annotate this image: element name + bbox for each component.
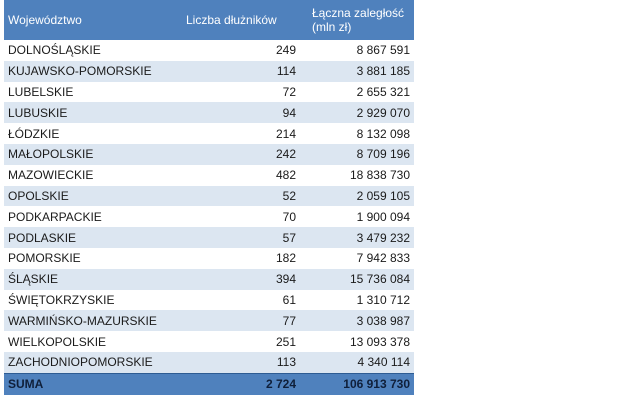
cell-debt: 18 838 730 bbox=[349, 168, 410, 183]
table-row: ŚWIĘTOKRZYSKIE 61 1 310 712 bbox=[4, 290, 414, 311]
cell-region: SUMA bbox=[4, 372, 182, 395]
cell-debt: 1 310 712 bbox=[356, 292, 410, 307]
cell-debt: 3 881 185 bbox=[300, 60, 414, 82]
header-region: Województwo bbox=[4, 0, 182, 40]
cell-debtors: 52 bbox=[182, 185, 300, 207]
cell-region: ZACHODNIOPOMORSKIE bbox=[4, 351, 182, 374]
cell-debt: 7 942 833 bbox=[356, 251, 410, 266]
cell-region: LUBUSKIE bbox=[4, 102, 182, 124]
cell-debtors: 214 bbox=[275, 126, 296, 141]
table-row: ZACHODNIOPOMORSKIE 113 4 340 114 bbox=[4, 351, 414, 374]
cell-debt: 4 340 114 bbox=[300, 351, 414, 374]
cell-debt: 3 479 232 bbox=[300, 227, 414, 248]
table-row: POMORSKIE 182 7 942 833 bbox=[4, 248, 414, 269]
table-row: DOLNOŚLĄSKIE 249 8 867 591 bbox=[4, 40, 414, 61]
cell-debtors: 57 bbox=[182, 227, 300, 248]
header-debt: Łączna zaległość (mln zł) bbox=[300, 0, 414, 40]
cell-debt: 2 059 105 bbox=[300, 185, 414, 207]
cell-region: WARMIŃSKO-MAZURSKIE bbox=[4, 310, 182, 332]
cell-debtors: 242 bbox=[182, 143, 300, 165]
cell-debt: 8 132 098 bbox=[356, 126, 410, 141]
table-row: MAZOWIECKIE 482 18 838 730 bbox=[4, 165, 414, 186]
cell-debtors: 72 bbox=[282, 84, 296, 99]
cell-debtors: 77 bbox=[182, 310, 300, 332]
cell-region: MAŁOPOLSKIE bbox=[4, 143, 182, 165]
header-debtors: Liczba dłużników bbox=[182, 0, 300, 40]
table-row: PODLASKIE 57 3 479 232 bbox=[4, 227, 414, 248]
cell-debtors: 94 bbox=[182, 102, 300, 124]
table-row: ŁÓDZKIE 214 8 132 098 bbox=[4, 123, 414, 144]
debt-table: Województwo Liczba dłużników Łączna zale… bbox=[4, 0, 414, 395]
cell-region: KUJAWSKO-POMORSKIE bbox=[4, 60, 182, 82]
cell-region: LUBELSKIE bbox=[8, 84, 74, 99]
cell-region: ŚLĄSKIE bbox=[4, 268, 182, 290]
cell-debtors: 249 bbox=[275, 43, 296, 58]
cell-debtors: 61 bbox=[282, 292, 296, 307]
table-row: PODKARPACKIE 70 1 900 094 bbox=[4, 206, 414, 227]
cell-debt: 2 929 070 bbox=[300, 102, 414, 124]
cell-debtors: 114 bbox=[182, 60, 300, 82]
cell-debt: 8 867 591 bbox=[356, 43, 410, 58]
table-row: OPOLSKIE 52 2 059 105 bbox=[4, 185, 414, 207]
cell-debtors: 2 724 bbox=[182, 372, 300, 395]
table-row: LUBELSKIE 72 2 655 321 bbox=[4, 82, 414, 103]
cell-region: ŁÓDZKIE bbox=[8, 126, 60, 141]
cell-region: WIELKOPOLSKIE bbox=[8, 334, 107, 349]
cell-region: MAZOWIECKIE bbox=[8, 168, 94, 183]
cell-debtors: 113 bbox=[182, 351, 300, 374]
table-row: LUBUSKIE 94 2 929 070 bbox=[4, 102, 414, 124]
table-row: MAŁOPOLSKIE 242 8 709 196 bbox=[4, 143, 414, 165]
total-row: SUMA 2 724 106 913 730 bbox=[4, 372, 414, 395]
cell-debtors: 482 bbox=[275, 168, 296, 183]
cell-region: DOLNOŚLĄSKIE bbox=[8, 43, 101, 58]
table-row: WIELKOPOLSKIE 251 13 093 378 bbox=[4, 331, 414, 352]
cell-debt: 8 709 196 bbox=[300, 143, 414, 165]
table-row: KUJAWSKO-POMORSKIE 114 3 881 185 bbox=[4, 60, 414, 82]
cell-debt: 106 913 730 bbox=[300, 372, 414, 395]
header-row: Województwo Liczba dłużników Łączna zale… bbox=[4, 0, 414, 40]
cell-debt: 2 655 321 bbox=[356, 84, 410, 99]
cell-debt: 1 900 094 bbox=[356, 209, 410, 224]
cell-region: PODKARPACKIE bbox=[8, 209, 102, 224]
table-row: ŚLĄSKIE 394 15 736 084 bbox=[4, 268, 414, 290]
cell-region: PODLASKIE bbox=[4, 227, 182, 248]
cell-debt: 3 038 987 bbox=[300, 310, 414, 332]
cell-debtors: 251 bbox=[275, 334, 296, 349]
table-row: WARMIŃSKO-MAZURSKIE 77 3 038 987 bbox=[4, 310, 414, 332]
cell-region: ŚWIĘTOKRZYSKIE bbox=[8, 292, 115, 307]
cell-debtors: 394 bbox=[182, 268, 300, 290]
cell-region: OPOLSKIE bbox=[4, 185, 182, 207]
cell-debt: 13 093 378 bbox=[349, 334, 410, 349]
cell-debtors: 182 bbox=[275, 251, 296, 266]
cell-debtors: 70 bbox=[282, 209, 296, 224]
cell-region: POMORSKIE bbox=[8, 251, 81, 266]
cell-debt: 15 736 084 bbox=[300, 268, 414, 290]
